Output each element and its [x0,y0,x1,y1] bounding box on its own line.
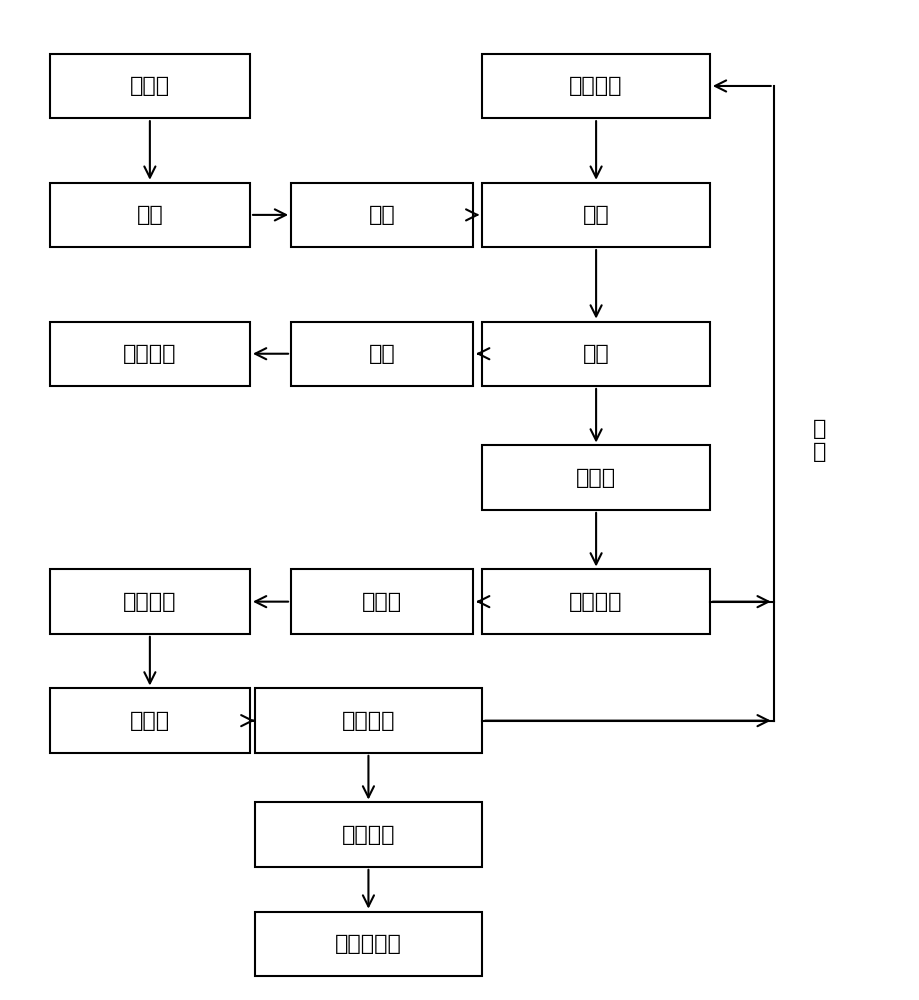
Bar [50,322,250,386]
Bar [482,445,710,510]
Bar [482,322,710,386]
Bar [255,688,482,753]
Bar [482,183,710,247]
Bar [482,569,710,634]
Text: 上清液: 上清液 [576,468,616,488]
Text: 残渣: 残渣 [369,344,395,364]
Text: 离心: 离心 [583,344,609,364]
Text: 有机肥料: 有机肥料 [123,344,176,364]
Bar [482,54,710,118]
Text: 酸化乙醇: 酸化乙醇 [570,76,623,96]
Text: 破碎: 破碎 [137,205,164,225]
Bar [255,912,482,976]
Text: 浆液: 浆液 [369,205,395,225]
Bar [50,688,250,753]
Text: 减压浓缩: 减压浓缩 [570,592,623,612]
Bar [291,322,473,386]
Bar [50,183,250,247]
Text: 流出液: 流出液 [130,711,170,731]
Text: 乙
醇: 乙 醇 [812,419,826,462]
Text: 酒精洗脱: 酒精洗脱 [123,592,176,612]
Text: 蓝莓果: 蓝莓果 [130,76,170,96]
Text: 冷冻干燥: 冷冻干燥 [342,825,395,845]
Text: 蓝莓花青素: 蓝莓花青素 [335,934,402,954]
Text: 减压浓缩: 减压浓缩 [342,711,395,731]
Bar [50,569,250,634]
Bar [255,802,482,867]
Bar [291,569,473,634]
Bar [50,54,250,118]
Text: 树脂柱: 树脂柱 [362,592,403,612]
Text: 浸提: 浸提 [583,205,609,225]
Bar [291,183,473,247]
